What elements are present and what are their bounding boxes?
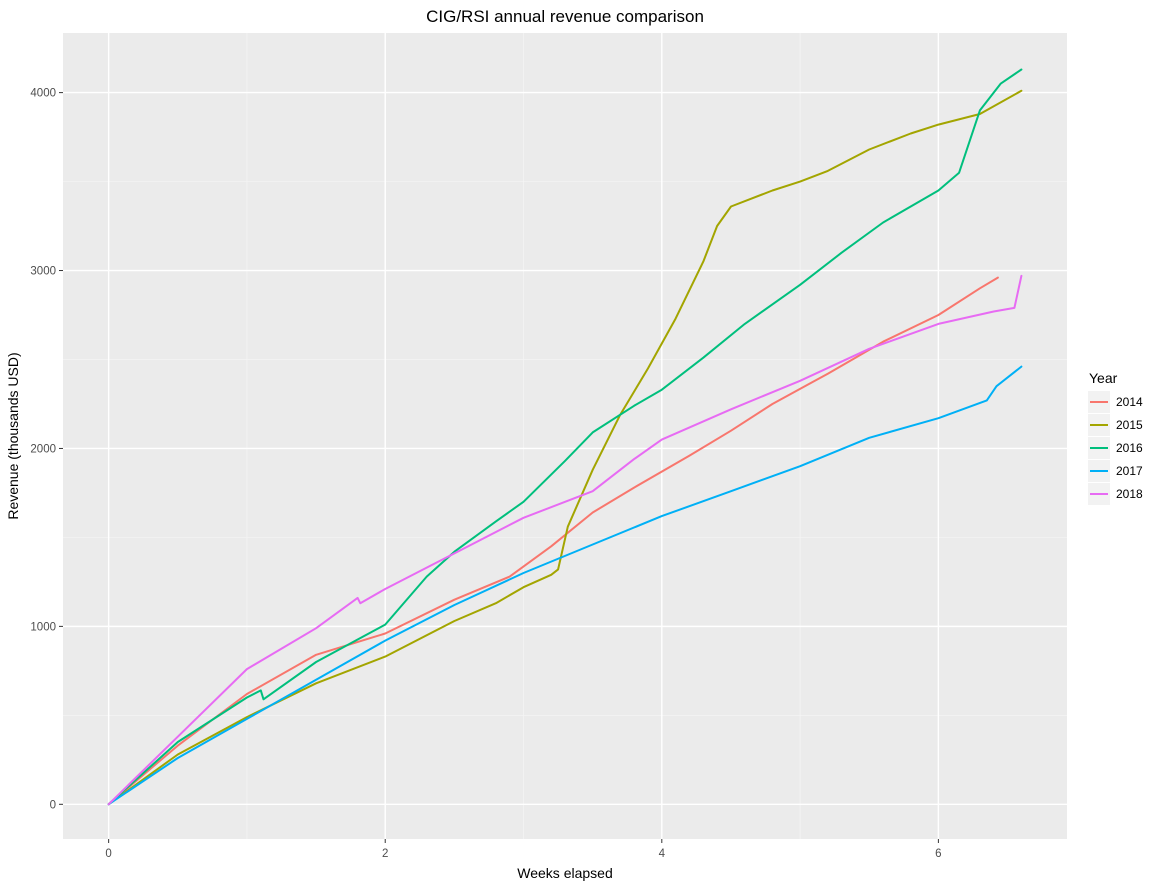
y-axis-title: Revenue (thousands USD) [5,352,21,519]
chart-title: CIG/RSI annual revenue comparison [426,7,704,26]
legend-label-2017: 2017 [1116,464,1143,478]
series-line-2016 [107,68,1023,806]
major-gridlines [63,33,1067,839]
y-tick-label: 3000 [30,266,56,278]
series-line-2018 [107,274,1023,806]
y-axis: 0 1000 2000 3000 4000 [30,88,63,811]
x-axis-title: Weeks elapsed [517,865,612,881]
legend-label-2015: 2015 [1116,418,1143,432]
plot-panel [63,33,1067,839]
series-line-2014 [107,276,999,806]
x-tick-label: 4 [659,848,666,860]
legend-label-2016: 2016 [1116,441,1143,455]
y-tick-label: 2000 [30,443,56,455]
y-tick-label: 0 [50,799,56,811]
y-tick-label: 1000 [30,621,56,633]
legend: Year 2014 2015 2016 2017 2018 [1088,370,1143,505]
x-axis: 0 2 4 6 [105,839,942,860]
x-tick-label: 2 [382,848,388,860]
legend-items: 2014 2015 2016 2017 2018 [1088,391,1143,505]
y-tick-label: 4000 [30,88,56,100]
x-tick-label: 6 [935,848,941,860]
legend-label-2014: 2014 [1116,395,1143,409]
legend-title: Year [1089,370,1118,386]
series-line-2015 [107,89,1023,806]
series-line-2017 [107,365,1023,806]
minor-gridlines [63,33,1067,839]
x-tick-label: 0 [105,848,111,860]
series-lines [107,68,1023,806]
legend-label-2018: 2018 [1116,487,1143,501]
